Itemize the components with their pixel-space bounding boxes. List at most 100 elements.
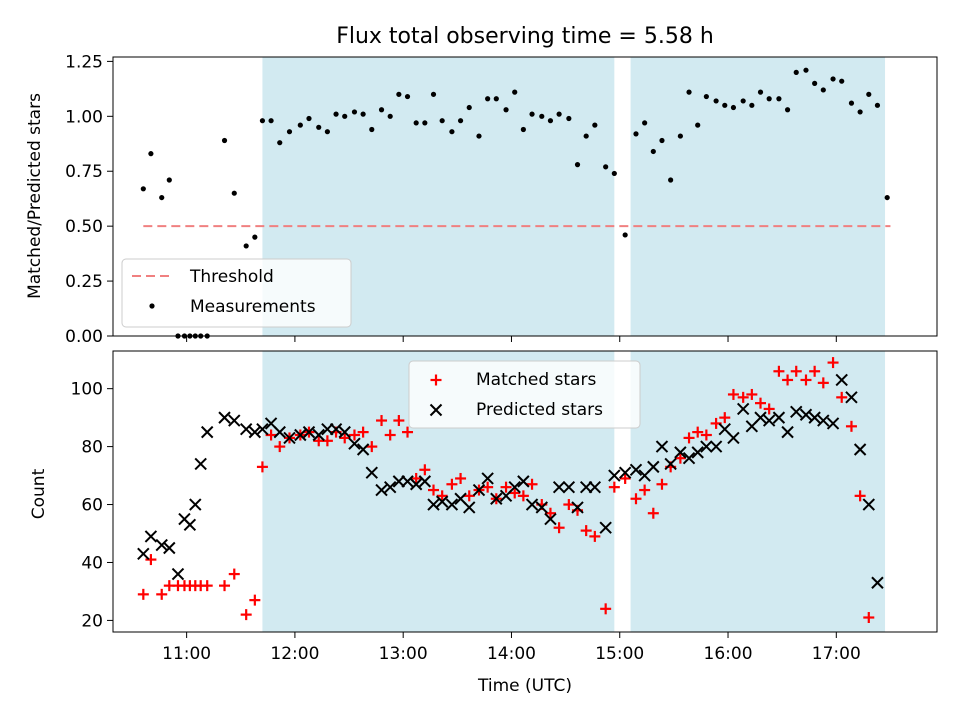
predicted-star-point <box>356 443 370 456</box>
matched-star-point <box>773 365 785 377</box>
predicted-star-point <box>571 501 584 514</box>
matched-star-point <box>348 429 360 441</box>
predicted-star-point-b <box>709 440 723 453</box>
measurement-point <box>231 190 237 196</box>
predicted-star-point <box>481 472 494 485</box>
predicted-star-point <box>256 423 269 436</box>
matched-star-point <box>563 499 575 511</box>
predicted-star-point <box>691 446 704 459</box>
predicted-star-point <box>799 408 813 421</box>
predicted-star-point-b <box>508 480 521 494</box>
measurement-point <box>306 115 312 122</box>
predicted-star-point <box>599 521 612 534</box>
predicted-star-point-b <box>356 443 370 456</box>
measurement-point <box>166 177 172 183</box>
predicted-star-point-b <box>248 425 262 439</box>
predicted-star-point-b <box>137 547 150 560</box>
predicted-star-point <box>535 501 548 514</box>
predicted-star-point-b <box>700 440 713 453</box>
measurement-point <box>740 98 746 104</box>
predicted-star-point-b <box>338 425 351 439</box>
bottom-x-tick-label: 14:00 <box>487 644 536 664</box>
predicted-star-point-b <box>552 480 566 494</box>
matched-star-point <box>619 472 631 484</box>
legend-predicted-marker-b <box>429 403 443 417</box>
matched-star-point <box>737 391 749 403</box>
top-y-tick-label: 0.75 <box>65 162 103 182</box>
matched-star-point <box>639 484 651 496</box>
predicted-star-point <box>517 475 530 488</box>
predicted-star-point-b <box>754 411 767 424</box>
measurement-point <box>221 137 228 144</box>
matched-star-point <box>463 490 475 502</box>
bottom-legend: Matched stars Predicted stars <box>408 360 641 429</box>
matched-star-point <box>240 609 252 621</box>
matched-star-point <box>256 461 268 473</box>
matched-star-point <box>683 432 695 444</box>
measurement-point <box>252 234 258 240</box>
predicted-star-point-b <box>418 475 432 488</box>
measurement-points <box>140 67 890 339</box>
predicted-star-point <box>562 480 576 494</box>
matched-star-point <box>608 481 620 493</box>
matched-star-point <box>836 391 848 403</box>
bottom-axes-frame <box>112 350 938 633</box>
legend-matched-marker <box>430 374 442 386</box>
legend-predicted-marker <box>429 403 443 417</box>
predicted-star-point-b <box>808 411 821 424</box>
measurement-point <box>695 122 701 128</box>
matched-star-point <box>402 426 414 438</box>
predicted-star-point <box>709 440 723 453</box>
matched-star-point <box>482 481 494 493</box>
measurement-point <box>387 113 393 119</box>
measurement-point <box>622 232 628 238</box>
bottom-y-tick-label: 60 <box>81 496 103 516</box>
predicted-star-point-b <box>283 431 296 445</box>
measurement-point <box>259 118 266 124</box>
matched-star-point <box>201 580 213 592</box>
measurement-point <box>529 111 535 117</box>
measurement-point <box>378 107 385 113</box>
predicted-star-point-b <box>835 373 848 387</box>
measurement-point <box>159 194 165 201</box>
matched-star-point <box>526 478 538 490</box>
bottom-x-tick-label: 16:00 <box>704 644 753 664</box>
predicted-star-point <box>647 460 660 474</box>
measurement-point <box>351 109 358 115</box>
top-y-tick-label: 1.25 <box>65 52 103 72</box>
predicted-star-point <box>862 498 875 511</box>
bottom-x-tick-label: 15:00 <box>595 644 644 664</box>
measurement-point <box>324 129 330 135</box>
predicted-star-point-b <box>228 414 241 427</box>
predicted-star-point-b <box>790 405 803 419</box>
predicted-star-point-b <box>862 498 875 511</box>
predicted-star-point-b <box>691 446 704 459</box>
predicted-star-point <box>463 501 476 514</box>
predicted-star-point <box>302 425 316 439</box>
bottom-y-axis-label: Count <box>29 468 49 519</box>
predicted-star-point-b <box>562 480 576 494</box>
predicted-star-point <box>629 463 643 476</box>
predicted-star-point-b <box>608 469 621 482</box>
observing-window-shade <box>630 57 886 336</box>
measurement-point <box>766 96 772 102</box>
predicted-star-point-b <box>525 498 539 511</box>
measurement-point <box>722 102 728 108</box>
measurement-point <box>812 80 818 86</box>
predicted-star-point <box>871 576 884 589</box>
predicted-star-point-b <box>365 466 378 479</box>
bottom-y-tick-label: 100 <box>71 380 103 400</box>
predicted-star-point-b <box>535 501 548 514</box>
predicted-star-point <box>552 480 566 494</box>
matched-star-point <box>145 554 157 566</box>
top-x-ticks <box>186 336 837 342</box>
predicted-star-point-b <box>845 391 858 404</box>
predicted-star-point <box>218 411 231 424</box>
measurement-point <box>574 162 581 168</box>
predicted-star-point <box>490 492 503 505</box>
matched-star-point <box>827 357 839 369</box>
measurement-point <box>857 109 863 115</box>
predicted-star-point <box>655 440 669 453</box>
matched-star-point <box>589 530 601 542</box>
predicted-star-point-b <box>799 408 813 421</box>
